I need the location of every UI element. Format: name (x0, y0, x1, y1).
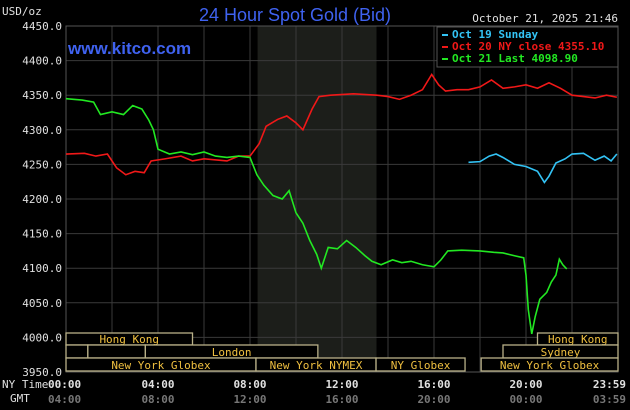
series-line-0 (468, 152, 618, 184)
session-label: New York Globex (111, 359, 211, 372)
session-bar (65, 344, 89, 359)
session-label: NY Globex (391, 359, 451, 372)
session-label: Sydney (541, 346, 581, 359)
series-line-2 (65, 97, 568, 335)
website-label: www.kitco.com (67, 39, 191, 58)
legend-box (436, 26, 619, 68)
x-tick-gmt: 08:00 (141, 393, 174, 406)
y-tick-label: 4000.0 (22, 331, 62, 344)
y-tick-label: 4150.0 (22, 228, 62, 241)
x-tick-ny: 16:00 (417, 378, 450, 391)
session-label: Hong Kong (99, 333, 159, 346)
legend-entry: Oct 19 Sunday (452, 28, 538, 41)
y-tick-label: 4200.0 (22, 193, 62, 206)
x-tick-ny: 23:59 (593, 378, 626, 391)
session-label: New York Globex (500, 359, 600, 372)
y-tick-label: 4050.0 (22, 297, 62, 310)
x-tick-ny: 04:00 (141, 378, 174, 391)
y-tick-label: 4400.0 (22, 55, 62, 68)
x-tick-gmt: 16:00 (325, 393, 358, 406)
unit-label: USD/oz (2, 5, 42, 18)
session-bar (375, 357, 466, 372)
session-bar (480, 357, 619, 372)
x-tick-gmt: 03:59 (593, 393, 626, 406)
x-tick-gmt: 20:00 (417, 393, 450, 406)
session-label: New York NYMEX (270, 359, 363, 372)
x-tick-gmt: 00:00 (509, 393, 542, 406)
x-tick-gmt: 12:00 (233, 393, 266, 406)
x-axis-label-gmt: GMT (10, 392, 30, 405)
x-axis-label-ny: NY Time (2, 378, 48, 391)
y-tick-label: 3950.0 (22, 366, 62, 379)
x-tick-ny: 20:00 (509, 378, 542, 391)
y-tick-label: 4250.0 (22, 158, 62, 171)
chart-title: 24 Hour Spot Gold (Bid) (199, 5, 391, 25)
session-label: Hong Kong (548, 333, 608, 346)
timestamp: October 21, 2025 21:46 (472, 12, 618, 25)
plot-border (65, 25, 619, 373)
session-label: London (212, 346, 252, 359)
x-tick-gmt: 04:00 (48, 393, 81, 406)
y-tick-label: 4300.0 (22, 124, 62, 137)
y-tick-label: 4100.0 (22, 262, 62, 275)
session-bar (87, 344, 146, 359)
y-tick-label: 4450.0 (22, 20, 62, 33)
x-tick-ny: 12:00 (325, 378, 358, 391)
x-tick-ny: 00:00 (48, 378, 81, 391)
y-tick-label: 4350.0 (22, 89, 62, 102)
series-line-1 (65, 72, 618, 176)
legend-entry: Oct 20 NY close 4355.10 (452, 40, 604, 53)
legend-entry: Oct 21 Last 4098.90 (452, 52, 578, 65)
x-tick-ny: 08:00 (233, 378, 266, 391)
